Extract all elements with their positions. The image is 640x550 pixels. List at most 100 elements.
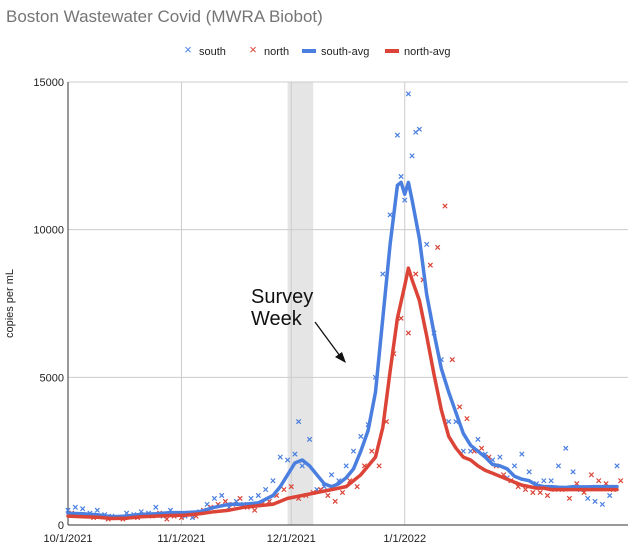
south-point (475, 436, 481, 442)
south-point (219, 492, 225, 499)
legend-marker-south: × (184, 42, 192, 57)
gridlines (68, 81, 628, 525)
chart-title: Boston Wastewater Covid (MWRA Biobot) (6, 7, 323, 26)
north-point (537, 489, 543, 496)
north-avg-line (66, 266, 619, 521)
south-point (402, 197, 408, 203)
y-axis-label: copies per mL (4, 269, 16, 338)
north-point (596, 478, 602, 484)
north-point (405, 330, 412, 336)
south-point (519, 451, 525, 457)
y-tick-label: 0 (58, 520, 64, 532)
south-point (292, 451, 298, 457)
legend-marker-north: × (249, 42, 257, 57)
south-point (255, 492, 261, 499)
south-point (328, 472, 335, 478)
south-point (94, 507, 100, 513)
north-point (237, 495, 243, 502)
x-tick-label: 1/1/2022 (383, 533, 426, 545)
south-point (585, 495, 591, 502)
north-point (588, 472, 595, 478)
south-point (563, 445, 569, 451)
south-point (398, 173, 404, 180)
south-point (394, 132, 401, 138)
north-point (288, 483, 294, 490)
north-point (281, 486, 287, 493)
south-point (409, 153, 415, 159)
north-point (530, 489, 536, 496)
south-point (350, 448, 357, 454)
south-point (295, 419, 302, 425)
annotation-arrow-head (335, 352, 346, 363)
north-point (325, 492, 331, 499)
y-tick-label: 15000 (33, 77, 64, 89)
y-tick-label: 10000 (33, 225, 64, 237)
north-point (449, 356, 455, 363)
survey-week-annotation: Survey Week (251, 286, 346, 363)
y-tick-label: 5000 (40, 372, 64, 384)
north-point (222, 498, 229, 504)
legend-label-north-avg: north-avg (404, 46, 450, 58)
x-tick-label: 12/1/2021 (267, 533, 316, 545)
south-point (497, 454, 503, 460)
survey-week-band (287, 82, 314, 525)
south-point (263, 486, 269, 493)
south-point (72, 504, 78, 510)
south-point (555, 463, 562, 469)
south-point (599, 501, 606, 507)
south-point (416, 126, 422, 132)
south-point (548, 478, 554, 484)
north-point (339, 489, 346, 496)
south-point (277, 454, 283, 460)
legend: × south × north south-avg north-avg (184, 42, 450, 58)
south-point (80, 506, 86, 512)
south-point (570, 469, 576, 475)
south-point (358, 433, 364, 440)
south-point (284, 457, 291, 463)
south-point (592, 498, 598, 504)
south-point (424, 241, 430, 248)
annotation-line-2: Week (251, 308, 303, 330)
north-point (457, 404, 463, 410)
annotation-arrow-shaft (314, 321, 341, 357)
south-point (446, 419, 452, 425)
south-point (511, 463, 518, 469)
north-point (442, 203, 448, 209)
north-point (252, 507, 258, 513)
south-point (270, 478, 276, 484)
south-point (306, 436, 313, 442)
annotation-line-1: Survey (251, 286, 313, 308)
north-point (376, 463, 382, 469)
south-point (380, 271, 386, 277)
north-point (478, 445, 485, 451)
south-point (211, 495, 218, 502)
south-point (299, 463, 305, 469)
south-point (526, 469, 532, 475)
south-point (607, 492, 613, 499)
south-point (614, 463, 620, 469)
south-point (405, 91, 412, 97)
north-point (618, 478, 624, 484)
north-point (544, 492, 551, 499)
north-point (566, 495, 573, 502)
north-point (369, 448, 375, 454)
north-point (464, 416, 470, 422)
north-points (69, 203, 624, 522)
north-point (164, 516, 170, 522)
south-point (541, 478, 547, 484)
south-point (153, 504, 159, 510)
x-tick-label: 10/1/2021 (44, 533, 93, 545)
south-point (248, 495, 254, 502)
legend-label-north: north (264, 46, 289, 58)
north-point (522, 486, 529, 493)
south-points (65, 91, 620, 521)
north-point (427, 262, 433, 268)
north-point (398, 315, 404, 321)
north-point (354, 483, 360, 490)
x-tick-label: 11/1/2021 (157, 533, 205, 545)
north-point (413, 271, 419, 277)
south-point (387, 212, 393, 218)
south-point (343, 463, 349, 469)
north-point (332, 498, 338, 504)
